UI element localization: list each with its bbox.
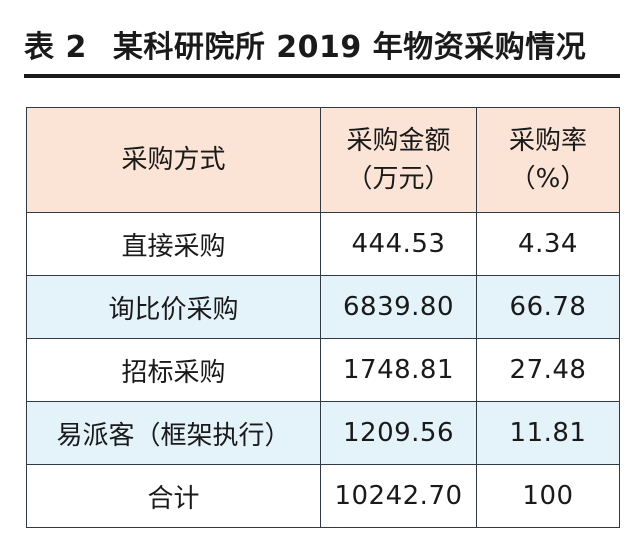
header-amount: 采购金额 （万元） [320,107,477,213]
cell-rate: 27.48 [476,338,620,402]
cell-amount: 10242.70 [320,464,477,528]
cell-method: 直接采购 [26,212,321,276]
table-row: 招标采购 1748.81 27.48 [26,338,620,402]
cell-rate: 11.81 [476,401,620,465]
header-method-label: 采购方式 [121,145,226,175]
table-header: 采购方式 采购金额 （万元） 采购率 （%） [26,107,620,213]
cell-method: 易派客（框架执行） [26,401,321,465]
header-amount-unit: （万元） [346,164,451,194]
cell-amount: 1748.81 [320,338,477,402]
header-rate-label: 采购率 [508,126,587,156]
title-divider [24,74,620,78]
procurement-table: 采购方式 采购金额 （万元） 采购率 （%） 直接采购 444.53 4.34 … [26,107,620,528]
header-amount-label: 采购金额 [346,126,451,156]
table-row: 易派客（框架执行） 1209.56 11.81 [26,401,620,465]
table-caption: 表 2 某科研院所 2019 年物资采购情况 [24,22,620,66]
cell-rate: 100 [476,464,620,528]
cell-method: 招标采购 [26,338,321,402]
table-title: 某科研院所 2019 年物资采购情况 [112,30,587,65]
cell-method: 询比价采购 [26,275,321,339]
cell-rate: 66.78 [476,275,620,339]
table-row: 直接采购 444.53 4.34 [26,212,620,276]
cell-method: 合计 [26,464,321,528]
cell-amount: 444.53 [320,212,477,276]
table-number: 表 2 [24,30,87,65]
table-row-total: 合计 10242.70 100 [26,464,620,528]
cell-amount: 6839.80 [320,275,477,339]
header-row: 采购方式 采购金额 （万元） 采购率 （%） [26,107,620,213]
header-rate: 采购率 （%） [476,107,620,213]
cell-rate: 4.34 [476,212,620,276]
header-rate-unit: （%） [509,164,587,194]
cell-amount: 1209.56 [320,401,477,465]
table-row: 询比价采购 6839.80 66.78 [26,275,620,339]
table-body: 直接采购 444.53 4.34 询比价采购 6839.80 66.78 招标采… [26,212,620,528]
header-method: 采购方式 [26,107,321,213]
